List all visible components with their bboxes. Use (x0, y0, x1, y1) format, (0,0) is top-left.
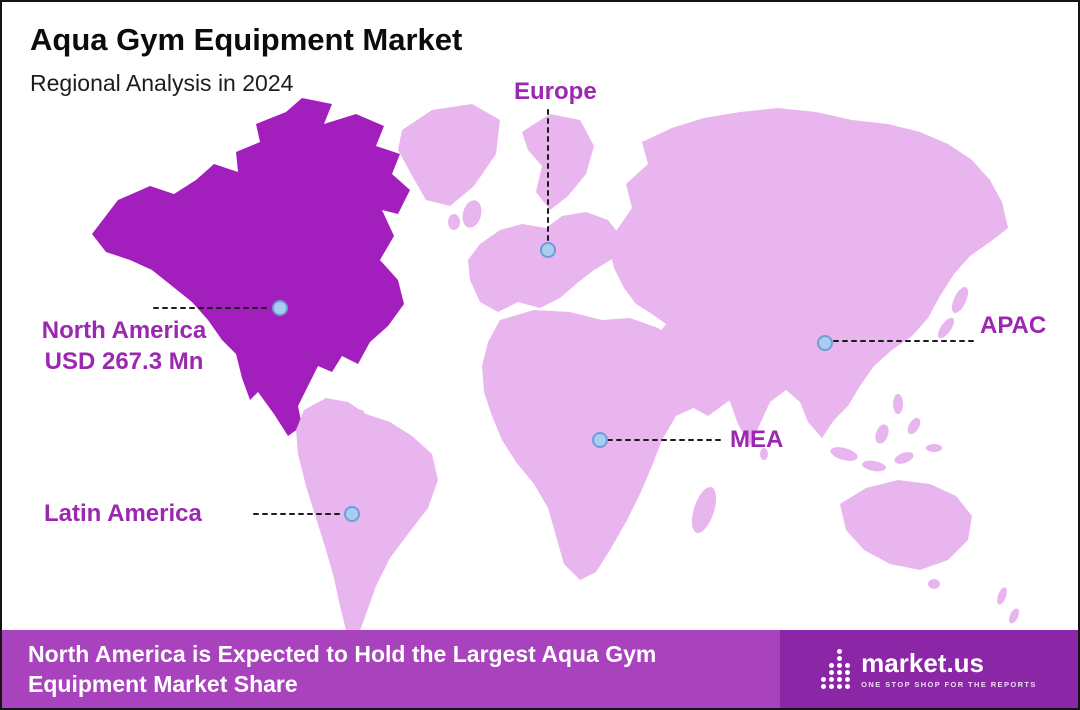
islands-british-isles (448, 200, 482, 230)
island-madagascar (691, 486, 717, 534)
marker-north-america (272, 300, 288, 316)
marker-latin-america (344, 506, 360, 522)
brand-text: market.us ONE STOP SHOP FOR THE REPORTS (861, 650, 1037, 689)
islands-southeast-asia (830, 394, 942, 472)
marker-europe (540, 242, 556, 258)
region-value-north-america: USD 267.3 Mn (44, 347, 204, 375)
page-title: Aqua Gym Equipment Market (30, 22, 463, 57)
banner-text-line2: Equipment Market Share (28, 670, 298, 697)
continent-europe (468, 212, 622, 312)
islands-oceania (928, 579, 1019, 624)
region-arabian-peninsula (676, 348, 740, 416)
islands-caribbean (330, 400, 364, 415)
banner-text-line1: North America is Expected to Hold the La… (28, 641, 657, 667)
island-sri-lanka (760, 448, 768, 460)
region-label-mea: MEA (730, 426, 784, 453)
continent-north-america (92, 98, 410, 436)
region-label-europe: Europe (514, 78, 597, 105)
region-label-north-america: North America USD 267.3 Mn (20, 316, 228, 377)
region-label-north-america-name: North America (41, 317, 207, 344)
footer: North America is Expected to Hold the La… (2, 630, 1078, 708)
continent-australia (840, 480, 972, 570)
brand-name: market.us (861, 647, 985, 678)
brand-panel: market.us ONE STOP SHOP FOR THE REPORTS (780, 630, 1078, 708)
region-label-apac: APAC (980, 312, 1047, 339)
island-greenland (398, 104, 500, 206)
brand-tagline: ONE STOP SHOP FOR THE REPORTS (861, 679, 1037, 689)
footer-banner: North America is Expected to Hold the La… (2, 630, 780, 708)
islands-japan (937, 287, 969, 339)
continent-south-america (296, 398, 438, 636)
dot-bar-chart-icon (821, 649, 851, 689)
region-label-latin-america: Latin America (44, 500, 202, 527)
marker-apac (817, 335, 833, 351)
page-subtitle: Regional Analysis in 2024 (30, 70, 294, 96)
marker-mea (592, 432, 608, 448)
region-scandinavia (522, 114, 594, 210)
